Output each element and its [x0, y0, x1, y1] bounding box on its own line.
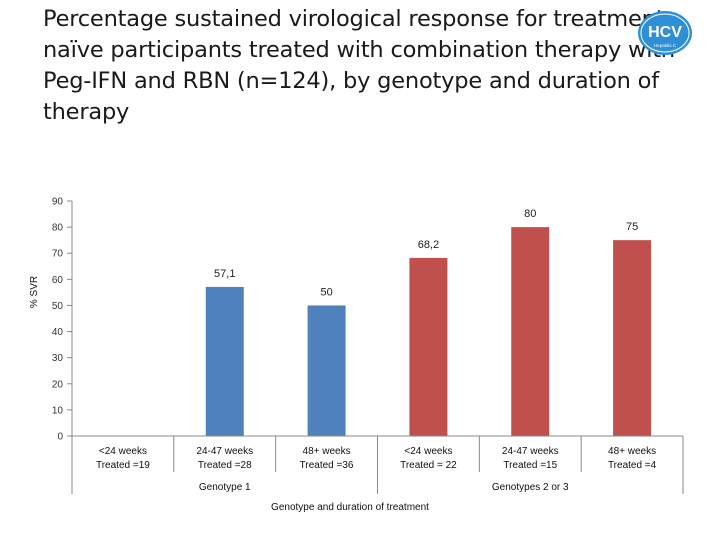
group-label: Genotypes 2 or 3 [492, 482, 569, 493]
y-tick-label: 90 [52, 197, 64, 208]
chart-title: Percentage sustained virological respons… [43, 6, 675, 125]
logo-text: HCV [648, 24, 682, 41]
x-tick-label: <24 weeks [99, 446, 147, 457]
bar [307, 305, 346, 436]
x-tick-label: Treated =15 [503, 460, 557, 471]
x-tick-label: Treated =19 [96, 460, 150, 471]
y-tick-label: 10 [52, 405, 64, 416]
y-tick-label: 20 [52, 379, 64, 390]
x-tick-label: Treated =4 [608, 460, 657, 471]
bar [409, 257, 448, 436]
bar [511, 227, 550, 436]
bars [205, 227, 652, 436]
logo-subtext: Hepatitis C [654, 43, 677, 48]
y-tick-label: 40 [52, 327, 64, 338]
data-label: 80 [524, 208, 536, 220]
y-tick-label: 60 [52, 275, 64, 286]
y-tick-label: 80 [52, 223, 64, 234]
x-tick-label: 48+ weeks [608, 446, 656, 457]
data-labels: 57,1 50 68,2 80 75 [214, 208, 638, 298]
data-label: 75 [626, 221, 638, 233]
hcv-logo: HCV Hepatitis C [638, 11, 692, 55]
bar [613, 240, 652, 436]
y-axis: 0 10 20 30 40 50 60 70 80 90 [52, 197, 73, 443]
x-axis-title: Genotype and duration of treatment [271, 502, 429, 513]
x-tick-label: Treated =36 [300, 460, 354, 471]
y-tick-label: 0 [57, 432, 63, 443]
data-label: 57,1 [214, 268, 235, 280]
y-tick-label: 30 [52, 353, 64, 364]
x-tick-label: <24 weeks [404, 446, 452, 457]
y-axis-title: % SVR [29, 276, 40, 308]
group-label: Genotype 1 [199, 482, 251, 493]
data-label: 68,2 [418, 239, 439, 251]
x-tick-label: 48+ weeks [303, 446, 351, 457]
y-tick-label: 70 [52, 249, 64, 260]
x-axis: <24 weeks Treated =19 24-47 weeks Treated =… [71, 435, 684, 494]
bar [205, 286, 244, 436]
x-tick-label: Treated =28 [198, 460, 252, 471]
y-tick-label: 50 [52, 301, 64, 312]
x-tick-label: 24-47 weeks [196, 446, 253, 457]
data-label: 50 [320, 286, 332, 298]
x-tick-label: Treated = 22 [400, 460, 457, 471]
x-tick-label: 24-47 weeks [502, 446, 559, 457]
